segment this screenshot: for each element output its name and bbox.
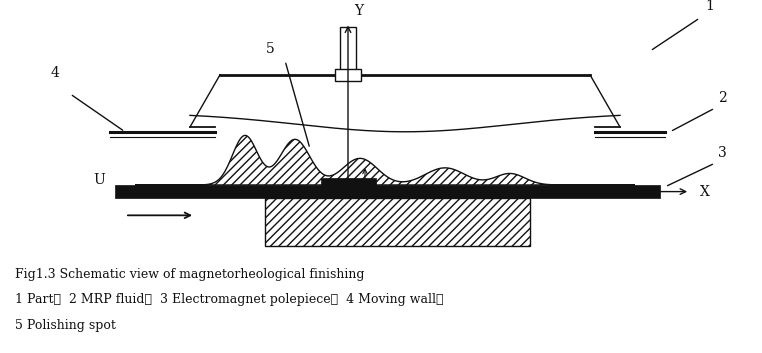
Text: 5: 5 (266, 42, 274, 56)
Text: 1 Part；  2 MRP fluid；  3 Electromagnet polepiece；  4 Moving wall；: 1 Part； 2 MRP fluid； 3 Electromagnet pol… (15, 293, 443, 306)
Bar (335, 69, 361, 80)
Bar (115, 185, 660, 198)
Text: 1: 1 (705, 0, 714, 13)
Polygon shape (135, 136, 635, 185)
Text: Y: Y (354, 4, 363, 18)
Text: X: X (700, 185, 710, 199)
Text: 3: 3 (718, 146, 727, 160)
Text: Fig1.3 Schematic view of magnetorheological finishing: Fig1.3 Schematic view of magnetorheologi… (15, 268, 364, 281)
Text: 4: 4 (50, 66, 59, 79)
Bar (265, 198, 530, 246)
Text: 5 Polishing spot: 5 Polishing spot (15, 319, 116, 332)
Bar (321, 178, 376, 187)
Bar (340, 27, 356, 75)
Text: U: U (93, 173, 105, 187)
Text: 2: 2 (718, 91, 727, 105)
